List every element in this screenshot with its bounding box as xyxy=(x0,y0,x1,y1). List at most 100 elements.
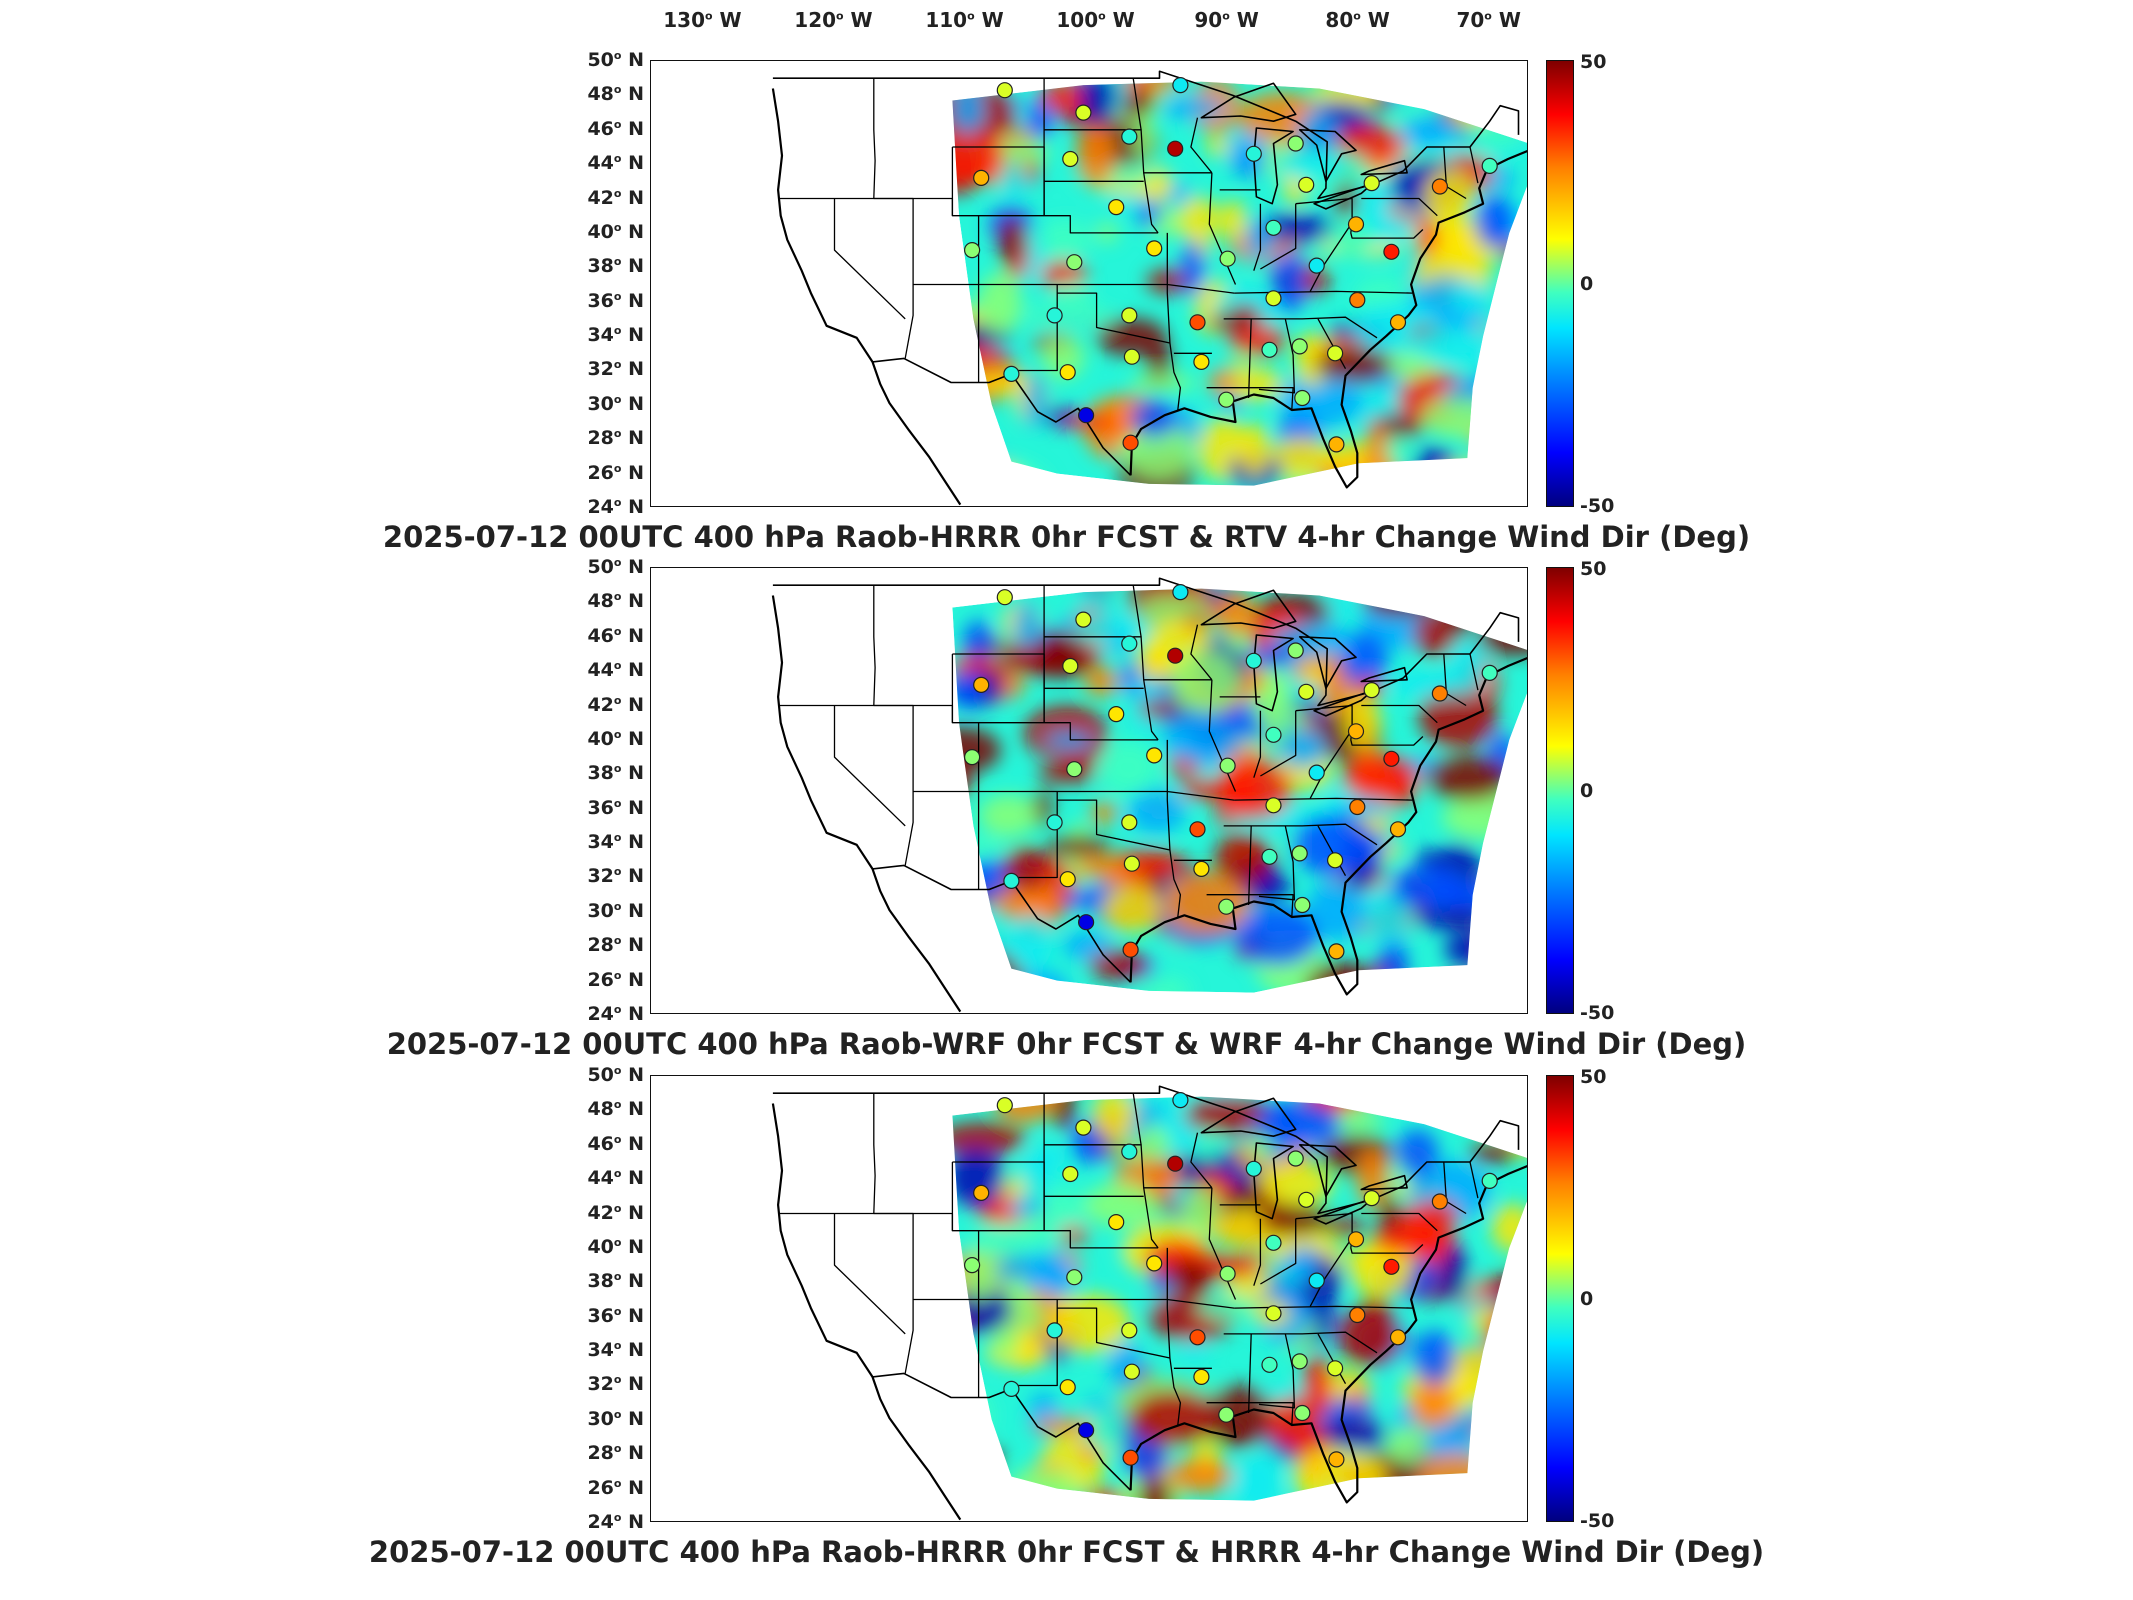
station-marker xyxy=(1349,1306,1366,1324)
state-boundary xyxy=(913,790,1235,801)
station-marker xyxy=(1046,307,1063,324)
station-marker xyxy=(1189,1329,1206,1346)
station-marker xyxy=(1219,757,1236,774)
station-marker xyxy=(1046,1322,1063,1339)
station-marker xyxy=(1218,391,1235,408)
state-boundary xyxy=(1258,1333,1296,1409)
colorbar-mid-label: 0 xyxy=(1580,273,1594,295)
great-lake-outline xyxy=(1360,666,1408,683)
latitude-label: 26o N xyxy=(587,461,644,484)
colorbar-max-label: 50 xyxy=(1580,558,1607,580)
station-marker xyxy=(964,749,981,766)
canada-border xyxy=(772,1085,1520,1215)
station-marker xyxy=(1218,1406,1235,1423)
west-coastline xyxy=(771,88,962,506)
station-marker xyxy=(1123,348,1140,365)
station-marker xyxy=(1294,389,1311,407)
latitude-label: 26o N xyxy=(587,1476,644,1499)
state-boundary xyxy=(1223,823,1378,846)
station-marker xyxy=(1167,1155,1184,1172)
state-boundary xyxy=(1260,710,1297,777)
latitude-label: 44o N xyxy=(587,151,644,175)
state-boundary xyxy=(1132,78,1142,130)
latitude-labels: 50o N 48o N 46o N 44o N 42o N 40o N 38o N 36o N… xyxy=(560,49,648,518)
raob-stations xyxy=(964,1092,1498,1468)
station-marker xyxy=(1245,145,1262,162)
station-marker xyxy=(1059,1379,1076,1396)
station-marker xyxy=(1291,338,1308,355)
state-boundary xyxy=(1317,825,1347,877)
station-marker xyxy=(1291,845,1308,862)
state-boundary xyxy=(1469,653,1479,691)
station-marker xyxy=(1389,821,1407,838)
state-boundary xyxy=(1350,229,1424,239)
station-marker xyxy=(1245,1160,1262,1177)
latitude-label: 50o N xyxy=(587,555,644,579)
station-marker xyxy=(1349,291,1366,309)
great-lake-outline xyxy=(1360,159,1408,176)
station-marker xyxy=(1189,314,1206,331)
station-marker xyxy=(1078,1422,1095,1439)
colorbar xyxy=(1546,60,1574,507)
state-boundary xyxy=(1361,1212,1438,1232)
station-marker xyxy=(973,169,990,187)
station-marker xyxy=(1245,652,1262,669)
great-lake-outline xyxy=(1313,1197,1374,1225)
station-marker xyxy=(1066,254,1083,271)
station-marker xyxy=(1219,250,1236,267)
station-marker xyxy=(1193,1368,1210,1385)
latitude-label: 40o N xyxy=(587,1235,644,1259)
state-boundary xyxy=(1469,146,1479,184)
latitude-label: 34o N xyxy=(587,1338,644,1362)
great-lake-outline xyxy=(1313,182,1374,210)
station-marker xyxy=(1121,814,1138,831)
station-marker xyxy=(1046,814,1063,831)
latitude-label: 36o N xyxy=(587,1304,644,1327)
station-marker xyxy=(1167,647,1184,664)
station-marker xyxy=(996,1097,1013,1114)
station-marker xyxy=(1219,1265,1236,1282)
station-marker xyxy=(1308,1272,1325,1289)
west-coastline xyxy=(771,595,962,1013)
station-marker xyxy=(1326,852,1344,869)
station-marker xyxy=(1193,860,1210,877)
station-marker xyxy=(964,242,981,259)
latitude-label: 42o N xyxy=(587,1201,644,1224)
station-marker xyxy=(1431,1193,1449,1210)
latitude-label: 46o N xyxy=(587,1132,644,1155)
station-marker xyxy=(1123,855,1140,872)
state-boundary xyxy=(1132,1093,1142,1145)
station-marker xyxy=(1347,723,1365,740)
station-marker xyxy=(1062,657,1079,675)
station-marker xyxy=(1122,941,1139,958)
panel-title: 2025-07-12 00UTC 400 hPa Raob-HRRR 0hr F… xyxy=(368,1535,1765,1569)
latitude-label: 36o N xyxy=(587,289,644,312)
colorbar xyxy=(1546,1075,1574,1522)
great-lake-outline xyxy=(1298,636,1357,690)
state-boundary xyxy=(1317,318,1347,370)
state-boundary xyxy=(1166,739,1171,851)
state-boundary xyxy=(833,198,906,320)
station-marker xyxy=(1349,798,1366,816)
station-marker xyxy=(1294,1404,1311,1422)
state-boundary xyxy=(1166,1247,1171,1359)
station-marker xyxy=(1189,821,1206,838)
station-marker xyxy=(1326,1360,1344,1377)
longitude-label: 70o W xyxy=(1456,8,1521,32)
station-marker xyxy=(1291,1353,1308,1370)
station-marker xyxy=(1003,365,1020,382)
west-coastline xyxy=(771,1103,962,1521)
state-boundary xyxy=(1260,1218,1297,1285)
latitude-label: 48o N xyxy=(587,83,644,106)
latitude-label: 46o N xyxy=(587,117,644,140)
station-marker xyxy=(1078,407,1095,424)
great-lake-outline xyxy=(1253,127,1294,205)
state-boundary xyxy=(1260,203,1297,270)
great-lake-outline xyxy=(1253,634,1294,712)
great-lake-outline xyxy=(1360,1174,1408,1191)
map-canvas xyxy=(771,70,1527,506)
map-frame xyxy=(650,1075,1528,1522)
station-marker xyxy=(964,1257,981,1274)
station-marker xyxy=(1328,1451,1345,1468)
station-marker xyxy=(1326,345,1344,362)
